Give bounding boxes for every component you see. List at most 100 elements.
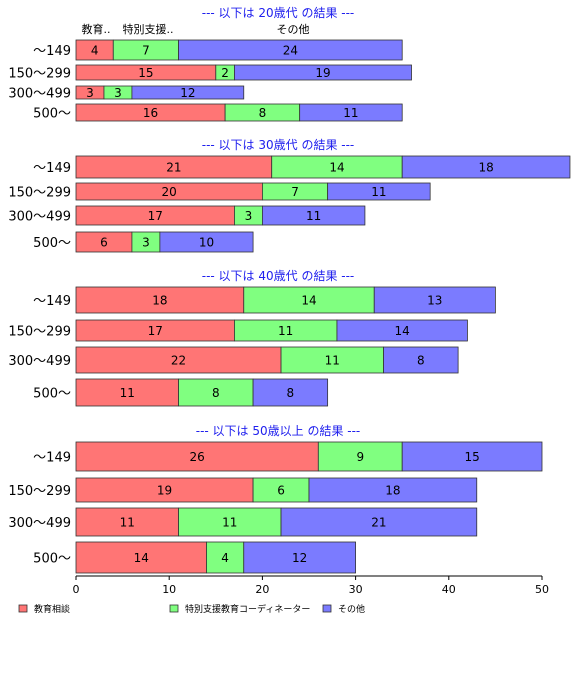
bar-segment	[280, 507, 478, 537]
x-tick-label: 40	[442, 583, 456, 596]
data-label: 18	[478, 161, 493, 175]
category-label: 500〜	[33, 552, 71, 567]
category-label: 300〜499	[8, 87, 71, 102]
category-label: 500〜	[33, 387, 71, 402]
column-header: その他	[277, 23, 310, 36]
bar-segment	[75, 286, 245, 314]
category-label: 〜149	[33, 44, 71, 59]
legend-label: 特別支援教育コーディネーター	[185, 603, 310, 615]
data-label: 11	[371, 185, 386, 199]
group-title: --- 以下は 50歳以上 の結果 ---	[196, 424, 361, 438]
bar-segment	[75, 346, 282, 374]
category-label: 〜149	[33, 294, 71, 309]
bar-segment	[261, 205, 366, 226]
data-label: 16	[143, 106, 158, 120]
data-label: 17	[148, 209, 163, 223]
data-label: 15	[138, 66, 153, 80]
bar-segment	[401, 155, 571, 179]
category-label: 300〜499	[8, 354, 71, 369]
bar-segment	[178, 378, 254, 407]
data-label: 4	[91, 44, 99, 58]
bar-segment	[280, 346, 384, 374]
data-label: 11	[278, 324, 293, 338]
data-label: 21	[166, 161, 181, 175]
data-label: 3	[86, 86, 94, 100]
legend-label: その他	[338, 603, 365, 615]
data-label: 26	[190, 450, 205, 464]
bar-segment	[131, 85, 245, 100]
legend-label: 教育相談	[34, 603, 70, 615]
data-label: 3	[114, 86, 122, 100]
data-label: 9	[356, 450, 364, 464]
data-label: 12	[180, 86, 195, 100]
data-label: 3	[245, 209, 253, 223]
category-label: 150〜299	[8, 67, 71, 82]
data-label: 19	[157, 484, 172, 498]
data-label: 12	[292, 551, 307, 565]
data-label: 11	[222, 516, 237, 530]
bar-segment	[243, 286, 375, 314]
category-label: 500〜	[33, 107, 71, 122]
data-label: 11	[306, 209, 321, 223]
bar-segment	[308, 477, 478, 503]
category-label: 500〜	[33, 236, 71, 251]
bar-segment	[206, 541, 245, 574]
bar-segment	[327, 182, 431, 201]
bar-segment	[159, 231, 254, 253]
data-label: 17	[148, 324, 163, 338]
category-label: 150〜299	[8, 186, 71, 201]
data-label: 11	[325, 354, 340, 368]
data-label: 22	[171, 354, 186, 368]
data-label: 11	[343, 106, 358, 120]
x-tick-label: 50	[535, 583, 549, 596]
data-label: 3	[142, 236, 150, 250]
data-label: 2	[221, 66, 229, 80]
data-label: 11	[120, 516, 135, 530]
bar-segment	[299, 103, 403, 122]
data-label: 7	[291, 185, 299, 199]
data-label: 20	[162, 185, 177, 199]
bar-segment	[401, 441, 543, 472]
bar-segment	[317, 441, 403, 472]
data-label: 7	[142, 44, 150, 58]
bar-segment	[336, 319, 468, 342]
bar-segment	[243, 541, 356, 574]
legend-swatch	[18, 604, 28, 613]
data-label: 13	[427, 294, 442, 308]
x-tick-label: 20	[255, 583, 269, 596]
data-label: 24	[283, 44, 298, 58]
category-label: 〜149	[33, 451, 71, 466]
bar-segment	[75, 378, 179, 407]
data-label: 8	[287, 386, 295, 400]
data-label: 6	[277, 484, 285, 498]
data-label: 15	[464, 450, 479, 464]
data-label: 14	[395, 324, 410, 338]
data-label: 18	[152, 294, 167, 308]
group-title: --- 以下は 30歳代 の結果 ---	[202, 138, 355, 152]
data-label: 8	[259, 106, 267, 120]
bar-segment	[178, 507, 282, 537]
legend-swatch	[322, 604, 332, 613]
x-tick-label: 0	[73, 583, 80, 596]
bar-segment	[234, 64, 412, 81]
x-tick-label: 30	[349, 583, 363, 596]
group-title: --- 以下は 40歳代 の結果 ---	[202, 269, 355, 283]
data-label: 19	[315, 66, 330, 80]
category-label: 〜149	[33, 161, 71, 176]
data-label: 18	[385, 484, 400, 498]
x-tick-label: 10	[162, 583, 176, 596]
data-label: 11	[120, 386, 135, 400]
data-label: 14	[301, 294, 316, 308]
bar-segment	[252, 378, 329, 407]
data-label: 14	[329, 161, 344, 175]
legend-swatch	[169, 604, 179, 613]
data-label: 10	[199, 236, 214, 250]
data-label: 14	[134, 551, 149, 565]
category-label: 150〜299	[8, 325, 71, 340]
bar-segment	[75, 477, 254, 503]
data-label: 21	[371, 516, 386, 530]
category-label: 150〜299	[8, 484, 71, 499]
bar-segment	[383, 346, 459, 374]
data-label: 4	[221, 551, 229, 565]
